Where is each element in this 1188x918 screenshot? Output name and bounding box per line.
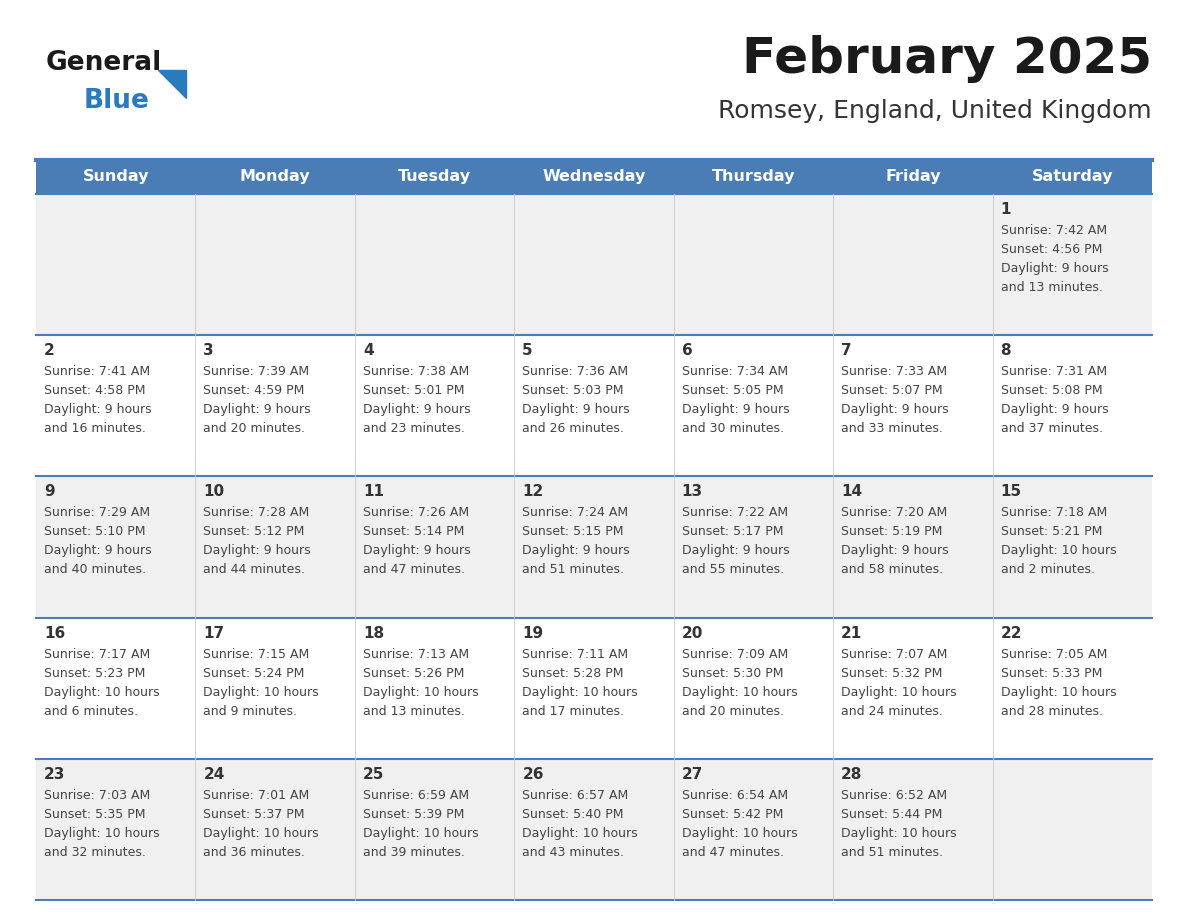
Text: Sunrise: 7:11 AM
Sunset: 5:28 PM
Daylight: 10 hours
and 17 minutes.: Sunrise: 7:11 AM Sunset: 5:28 PM Dayligh…	[523, 647, 638, 718]
Text: 13: 13	[682, 485, 703, 499]
Text: 19: 19	[523, 625, 543, 641]
Text: Blue: Blue	[84, 88, 150, 114]
Text: Thursday: Thursday	[712, 170, 795, 185]
Text: 27: 27	[682, 767, 703, 782]
Text: Sunday: Sunday	[82, 170, 148, 185]
Text: Sunrise: 6:57 AM
Sunset: 5:40 PM
Daylight: 10 hours
and 43 minutes.: Sunrise: 6:57 AM Sunset: 5:40 PM Dayligh…	[523, 789, 638, 859]
Text: 12: 12	[523, 485, 544, 499]
Bar	[36, 160, 196, 194]
Text: Sunrise: 6:59 AM
Sunset: 5:39 PM
Daylight: 10 hours
and 39 minutes.: Sunrise: 6:59 AM Sunset: 5:39 PM Dayligh…	[362, 789, 479, 859]
Text: 4: 4	[362, 343, 373, 358]
Bar	[36, 335, 1152, 476]
Bar	[196, 160, 355, 194]
Text: Sunrise: 7:20 AM
Sunset: 5:19 PM
Daylight: 9 hours
and 58 minutes.: Sunrise: 7:20 AM Sunset: 5:19 PM Dayligh…	[841, 507, 949, 577]
Text: Sunrise: 7:22 AM
Sunset: 5:17 PM
Daylight: 9 hours
and 55 minutes.: Sunrise: 7:22 AM Sunset: 5:17 PM Dayligh…	[682, 507, 789, 577]
Text: 7: 7	[841, 343, 852, 358]
Bar	[36, 194, 1152, 335]
Text: Sunrise: 7:03 AM
Sunset: 5:35 PM
Daylight: 10 hours
and 32 minutes.: Sunrise: 7:03 AM Sunset: 5:35 PM Dayligh…	[44, 789, 159, 859]
Text: Sunrise: 7:05 AM
Sunset: 5:33 PM
Daylight: 10 hours
and 28 minutes.: Sunrise: 7:05 AM Sunset: 5:33 PM Dayligh…	[1000, 647, 1117, 718]
Bar	[36, 476, 1152, 618]
Text: Sunrise: 7:31 AM
Sunset: 5:08 PM
Daylight: 9 hours
and 37 minutes.: Sunrise: 7:31 AM Sunset: 5:08 PM Dayligh…	[1000, 365, 1108, 435]
Bar	[36, 759, 1152, 900]
Text: Sunrise: 7:28 AM
Sunset: 5:12 PM
Daylight: 9 hours
and 44 minutes.: Sunrise: 7:28 AM Sunset: 5:12 PM Dayligh…	[203, 507, 311, 577]
Text: 15: 15	[1000, 485, 1022, 499]
Bar	[514, 160, 674, 194]
Text: Sunrise: 7:01 AM
Sunset: 5:37 PM
Daylight: 10 hours
and 36 minutes.: Sunrise: 7:01 AM Sunset: 5:37 PM Dayligh…	[203, 789, 320, 859]
Text: Sunrise: 7:39 AM
Sunset: 4:59 PM
Daylight: 9 hours
and 20 minutes.: Sunrise: 7:39 AM Sunset: 4:59 PM Dayligh…	[203, 365, 311, 435]
Text: 9: 9	[44, 485, 55, 499]
Text: Sunrise: 7:17 AM
Sunset: 5:23 PM
Daylight: 10 hours
and 6 minutes.: Sunrise: 7:17 AM Sunset: 5:23 PM Dayligh…	[44, 647, 159, 718]
Text: Monday: Monday	[240, 170, 310, 185]
Text: Sunrise: 7:38 AM
Sunset: 5:01 PM
Daylight: 9 hours
and 23 minutes.: Sunrise: 7:38 AM Sunset: 5:01 PM Dayligh…	[362, 365, 470, 435]
Text: Sunrise: 7:13 AM
Sunset: 5:26 PM
Daylight: 10 hours
and 13 minutes.: Sunrise: 7:13 AM Sunset: 5:26 PM Dayligh…	[362, 647, 479, 718]
Text: Sunrise: 7:24 AM
Sunset: 5:15 PM
Daylight: 9 hours
and 51 minutes.: Sunrise: 7:24 AM Sunset: 5:15 PM Dayligh…	[523, 507, 630, 577]
Text: 10: 10	[203, 485, 225, 499]
Text: 18: 18	[362, 625, 384, 641]
Text: 8: 8	[1000, 343, 1011, 358]
Text: Sunrise: 6:52 AM
Sunset: 5:44 PM
Daylight: 10 hours
and 51 minutes.: Sunrise: 6:52 AM Sunset: 5:44 PM Dayligh…	[841, 789, 956, 859]
Text: Romsey, England, United Kingdom: Romsey, England, United Kingdom	[719, 99, 1152, 123]
Text: Sunrise: 7:34 AM
Sunset: 5:05 PM
Daylight: 9 hours
and 30 minutes.: Sunrise: 7:34 AM Sunset: 5:05 PM Dayligh…	[682, 365, 789, 435]
Text: 5: 5	[523, 343, 533, 358]
Text: 17: 17	[203, 625, 225, 641]
Text: Tuesday: Tuesday	[398, 170, 472, 185]
Text: February 2025: February 2025	[741, 35, 1152, 83]
Text: 14: 14	[841, 485, 862, 499]
Text: Sunrise: 7:07 AM
Sunset: 5:32 PM
Daylight: 10 hours
and 24 minutes.: Sunrise: 7:07 AM Sunset: 5:32 PM Dayligh…	[841, 647, 956, 718]
Text: 22: 22	[1000, 625, 1022, 641]
Text: Sunrise: 7:36 AM
Sunset: 5:03 PM
Daylight: 9 hours
and 26 minutes.: Sunrise: 7:36 AM Sunset: 5:03 PM Dayligh…	[523, 365, 630, 435]
Text: 16: 16	[44, 625, 65, 641]
Text: Sunrise: 7:18 AM
Sunset: 5:21 PM
Daylight: 10 hours
and 2 minutes.: Sunrise: 7:18 AM Sunset: 5:21 PM Dayligh…	[1000, 507, 1117, 577]
Bar	[674, 160, 833, 194]
Text: Saturday: Saturday	[1031, 170, 1113, 185]
Text: 11: 11	[362, 485, 384, 499]
Text: 25: 25	[362, 767, 384, 782]
Bar	[355, 160, 514, 194]
Text: Sunrise: 7:41 AM
Sunset: 4:58 PM
Daylight: 9 hours
and 16 minutes.: Sunrise: 7:41 AM Sunset: 4:58 PM Dayligh…	[44, 365, 152, 435]
Bar	[36, 618, 1152, 759]
Text: Sunrise: 7:29 AM
Sunset: 5:10 PM
Daylight: 9 hours
and 40 minutes.: Sunrise: 7:29 AM Sunset: 5:10 PM Dayligh…	[44, 507, 152, 577]
Text: Sunrise: 7:26 AM
Sunset: 5:14 PM
Daylight: 9 hours
and 47 minutes.: Sunrise: 7:26 AM Sunset: 5:14 PM Dayligh…	[362, 507, 470, 577]
Text: Sunrise: 7:09 AM
Sunset: 5:30 PM
Daylight: 10 hours
and 20 minutes.: Sunrise: 7:09 AM Sunset: 5:30 PM Dayligh…	[682, 647, 797, 718]
Text: Sunrise: 7:15 AM
Sunset: 5:24 PM
Daylight: 10 hours
and 9 minutes.: Sunrise: 7:15 AM Sunset: 5:24 PM Dayligh…	[203, 647, 320, 718]
Text: 3: 3	[203, 343, 214, 358]
Text: 1: 1	[1000, 202, 1011, 217]
Text: 2: 2	[44, 343, 55, 358]
Text: Sunrise: 6:54 AM
Sunset: 5:42 PM
Daylight: 10 hours
and 47 minutes.: Sunrise: 6:54 AM Sunset: 5:42 PM Dayligh…	[682, 789, 797, 859]
Polygon shape	[158, 70, 187, 98]
Bar	[833, 160, 992, 194]
Text: 23: 23	[44, 767, 65, 782]
Text: 26: 26	[523, 767, 544, 782]
Text: 21: 21	[841, 625, 862, 641]
Text: 28: 28	[841, 767, 862, 782]
Text: 6: 6	[682, 343, 693, 358]
Text: 24: 24	[203, 767, 225, 782]
Text: 20: 20	[682, 625, 703, 641]
Text: Sunrise: 7:33 AM
Sunset: 5:07 PM
Daylight: 9 hours
and 33 minutes.: Sunrise: 7:33 AM Sunset: 5:07 PM Dayligh…	[841, 365, 949, 435]
Text: Sunrise: 7:42 AM
Sunset: 4:56 PM
Daylight: 9 hours
and 13 minutes.: Sunrise: 7:42 AM Sunset: 4:56 PM Dayligh…	[1000, 224, 1108, 294]
Text: Friday: Friday	[885, 170, 941, 185]
Bar	[992, 160, 1152, 194]
Text: General: General	[46, 50, 163, 76]
Text: Wednesday: Wednesday	[542, 170, 646, 185]
